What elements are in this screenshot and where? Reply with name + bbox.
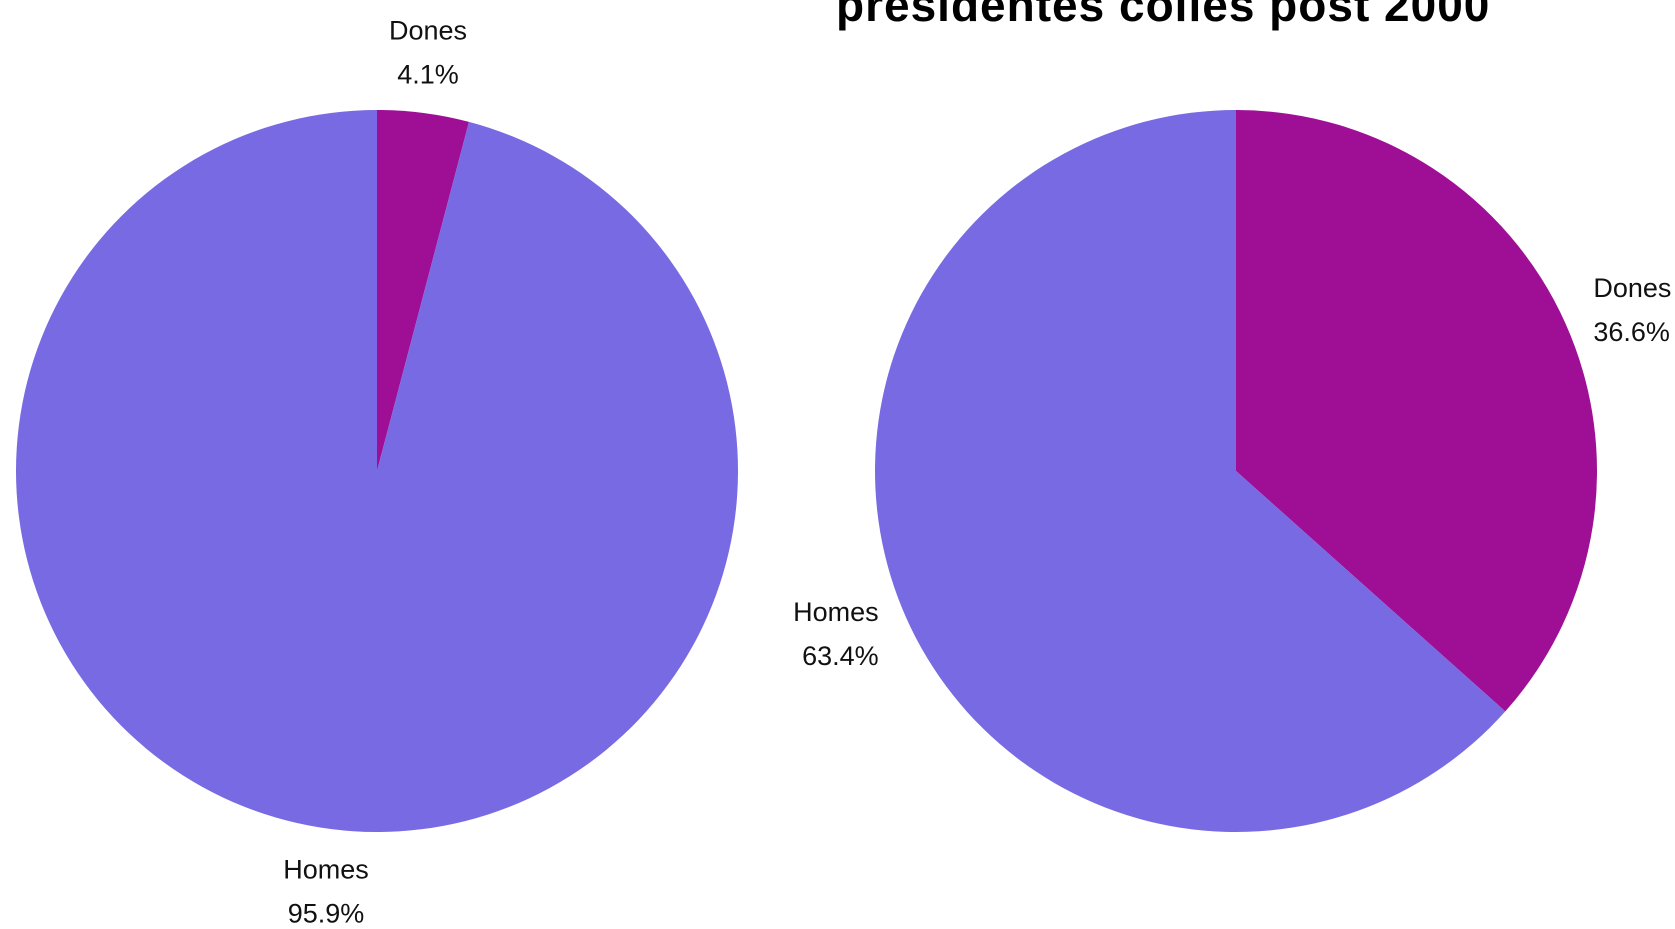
pie-slice-homes [875,110,1506,833]
slice-value-homes: 63.4% [802,641,879,671]
pie-slice-dones [377,110,469,471]
slice-value-dones: 36.6% [1593,317,1670,347]
slice-value-homes: 95.9% [288,899,365,929]
chart-title: presidentes colles post 2000 [836,0,1491,31]
slice-label-homes: Homes [793,597,879,627]
slice-label-dones: Dones [389,15,467,45]
slice-value-dones: 4.1% [397,59,459,89]
slice-label-dones: Dones [1593,273,1671,303]
pie-slice-dones [1236,110,1598,712]
pie-chart-2: Dones 36.6% Homes 63.4% [793,110,1671,833]
pie-chart-1: Dones 4.1% Homes 95.9% [16,15,739,929]
slice-label-homes: Homes [283,855,369,885]
pie-slice-homes [16,110,739,833]
